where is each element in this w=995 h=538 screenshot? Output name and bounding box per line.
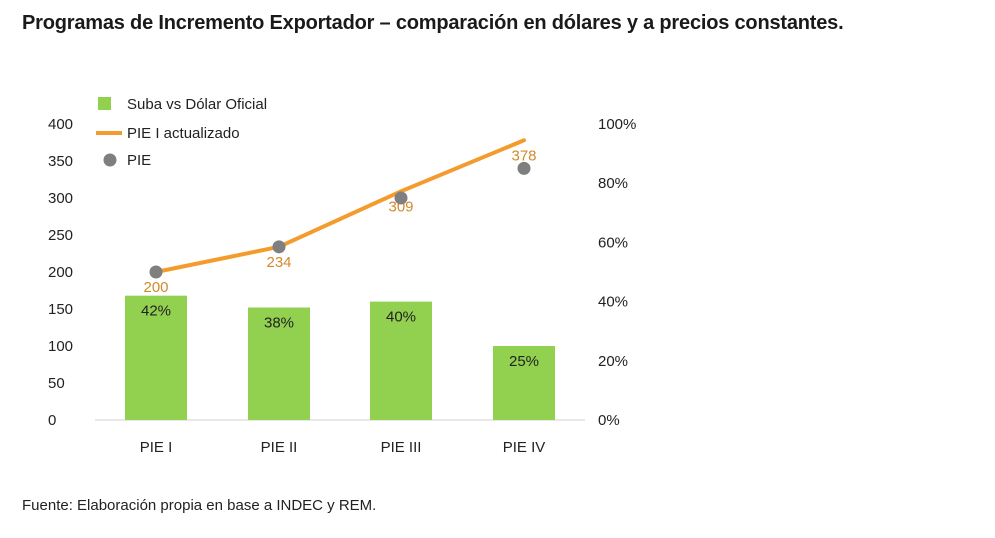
bar xyxy=(125,295,187,420)
right-tick-label: 0% xyxy=(598,412,620,429)
scatter-point xyxy=(272,240,286,254)
line-data-label: 378 xyxy=(511,147,536,164)
line-data-label: 200 xyxy=(143,279,168,296)
bar-data-label: 40% xyxy=(386,309,416,326)
source-note: Fuente: Elaboración propia en base a IND… xyxy=(22,497,377,514)
line-data-label: 309 xyxy=(388,198,413,215)
legend-label: PIE xyxy=(127,152,151,169)
right-tick-label: 60% xyxy=(598,234,628,251)
right-tick-label: 80% xyxy=(598,175,628,192)
x-tick-label: PIE III xyxy=(381,439,422,456)
right-tick-label: 100% xyxy=(598,116,636,133)
bar-data-label: 38% xyxy=(264,315,294,332)
chart-title: Programas de Incremento Exportador – com… xyxy=(22,12,844,34)
bar-labels: 42% 38% 40% 25% xyxy=(141,303,539,370)
left-tick-label: 300 xyxy=(48,190,73,207)
x-axis: PIE I PIE II PIE III PIE IV xyxy=(140,439,546,456)
left-axis: 0 50 100 150 200 250 300 350 400 xyxy=(48,116,73,429)
left-tick-label: 350 xyxy=(48,153,73,170)
legend-swatch-dot xyxy=(103,153,117,167)
left-tick-label: 150 xyxy=(48,301,73,318)
bar xyxy=(370,301,432,420)
bar-data-label: 25% xyxy=(509,353,539,370)
scatter-point xyxy=(149,265,163,279)
line-labels: 200 234 309 378 xyxy=(143,147,536,296)
scatter-point xyxy=(517,161,531,175)
left-tick-label: 250 xyxy=(48,227,73,244)
bar xyxy=(493,346,555,420)
right-tick-label: 40% xyxy=(598,294,628,311)
line-series xyxy=(154,138,526,274)
line-data-label: 234 xyxy=(266,254,291,271)
bar xyxy=(248,307,310,420)
bar-data-label: 42% xyxy=(141,303,171,320)
legend-swatch-bar xyxy=(98,97,111,110)
left-tick-label: 400 xyxy=(48,116,73,133)
right-axis: 0% 20% 40% 60% 80% 100% xyxy=(598,116,636,429)
left-tick-label: 0 xyxy=(48,412,56,429)
x-tick-label: PIE I xyxy=(140,439,173,456)
scatter-series xyxy=(149,161,531,279)
legend-label: Suba vs Dólar Oficial xyxy=(127,96,267,113)
legend-label: PIE I actualizado xyxy=(127,125,240,142)
x-tick-label: PIE II xyxy=(261,439,298,456)
scatter-point xyxy=(394,191,408,205)
left-tick-label: 50 xyxy=(48,375,65,392)
left-tick-label: 200 xyxy=(48,264,73,281)
left-tick-label: 100 xyxy=(48,338,73,355)
x-tick-label: PIE IV xyxy=(503,439,546,456)
bar-series xyxy=(125,295,555,420)
legend: Suba vs Dólar Oficial PIE I actualizado PI… xyxy=(96,96,267,169)
right-tick-label: 20% xyxy=(598,353,628,370)
